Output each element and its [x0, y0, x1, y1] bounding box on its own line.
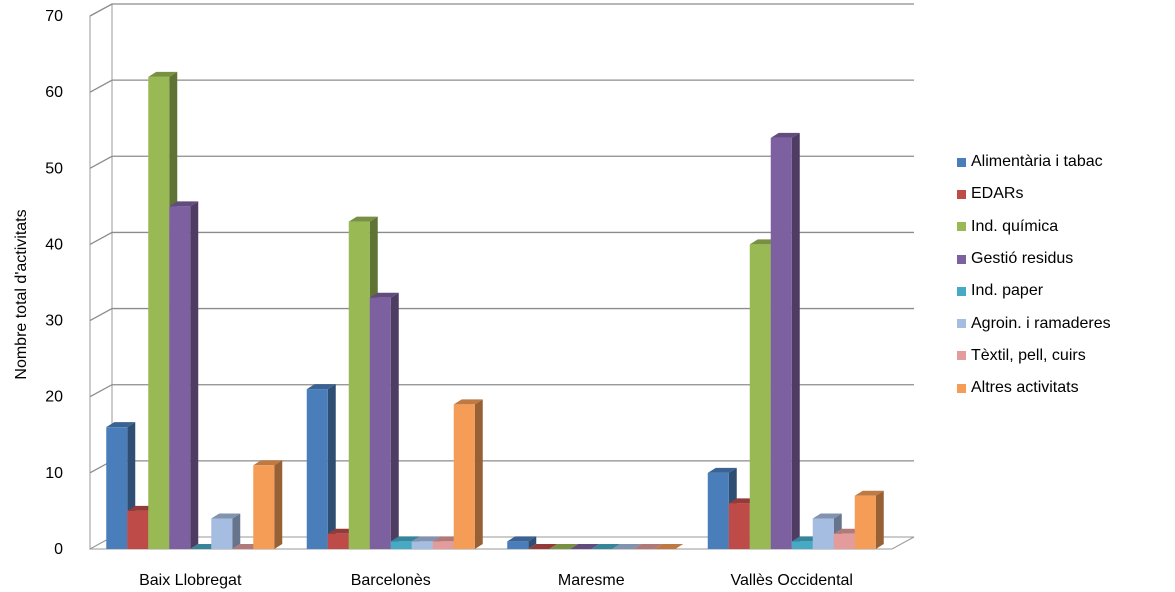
legend-label: Altres activitats	[971, 379, 1079, 397]
legend-item: Ind. química	[957, 211, 1175, 243]
bar	[770, 132, 800, 550]
bar	[654, 544, 684, 549]
gridline	[89, 384, 914, 398]
legend-swatch	[957, 222, 966, 232]
legend-item: Gestió residus	[957, 243, 1175, 275]
legend-swatch	[957, 254, 966, 264]
legend-label: EDARs	[971, 185, 1024, 203]
bar	[507, 536, 537, 549]
legend-label: Alimentària i tabac	[971, 153, 1103, 171]
bar	[306, 384, 336, 549]
gridline	[89, 79, 914, 93]
legend-label: Tèxtil, pell, cuirs	[971, 346, 1086, 364]
bar	[612, 544, 642, 549]
legend-swatch	[957, 383, 966, 393]
legend-item: Altres activitats	[957, 372, 1175, 404]
bar	[591, 544, 621, 549]
bar	[169, 201, 199, 549]
legend-item: Ind. paper	[957, 275, 1175, 307]
bar	[528, 544, 558, 549]
legend-label: Ind. química	[971, 217, 1059, 235]
legend-label: Agroin. i ramaderes	[971, 314, 1111, 332]
x-tick-label: Baix Llobregat	[139, 572, 242, 589]
chart: 0 10 20 30 40 50 60 70 Nombre total d'activitats…	[13, 3, 915, 589]
legend-item: EDARs	[957, 178, 1175, 210]
x-tick-label: Maresme	[558, 572, 625, 589]
bar	[453, 399, 483, 549]
y-tick-label: 70	[45, 8, 63, 25]
x-tick-label: Vallès Occidental	[731, 572, 853, 589]
legend-swatch	[957, 351, 966, 361]
bar	[570, 544, 600, 549]
bar	[549, 544, 579, 549]
y-tick-label: 50	[45, 160, 63, 177]
bar	[253, 460, 283, 549]
bar	[211, 513, 241, 549]
y-tick-label: 60	[45, 84, 63, 101]
y-tick-label: 30	[45, 313, 63, 330]
legend-swatch	[957, 157, 966, 167]
legend-swatch	[957, 286, 966, 296]
legend-label: Ind. paper	[971, 282, 1044, 300]
legend-item: Agroin. i ramaderes	[957, 307, 1175, 339]
gridline	[89, 307, 914, 322]
y-tick-label: 40	[45, 236, 63, 253]
legend-label: Gestió residus	[971, 250, 1074, 268]
chart-legend: Alimentària i tabac EDARs Ind. química Gest…	[957, 146, 1175, 404]
legend-swatch	[957, 319, 966, 329]
y-tick-label: 20	[45, 389, 63, 406]
x-tick-label: Barcelonès	[351, 572, 431, 589]
legend-item: Tèxtil, pell, cuirs	[957, 340, 1175, 372]
y-tick-label: 0	[54, 541, 63, 558]
gridline	[89, 155, 914, 169]
bar	[369, 292, 399, 549]
bar	[854, 490, 884, 549]
gridline	[89, 231, 914, 245]
bar	[633, 544, 663, 549]
gridline	[89, 3, 914, 17]
legend-item: Alimentària i tabac	[957, 146, 1175, 178]
legend-swatch	[957, 189, 966, 199]
y-axis-title: Nombre total d'activitats	[13, 209, 30, 379]
y-tick-label: 10	[45, 465, 63, 482]
